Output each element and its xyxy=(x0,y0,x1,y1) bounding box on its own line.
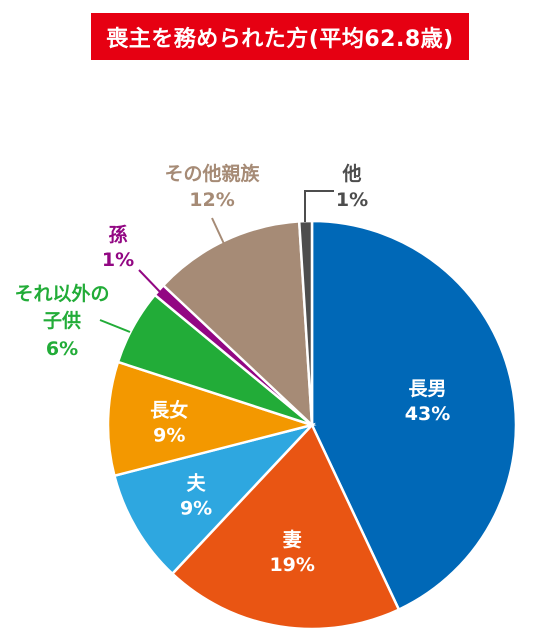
pie-slice xyxy=(170,422,401,631)
pie-slice xyxy=(161,220,314,429)
leader-line xyxy=(211,217,226,247)
slice-label: 1% xyxy=(102,249,134,271)
slice-label: 9% xyxy=(153,425,185,447)
slice-label: 孫 xyxy=(108,223,127,246)
chart-title: 喪主を務められた方(平均62.8歳) xyxy=(91,13,469,60)
pie-slice xyxy=(106,360,317,478)
slice-label: それ以外の xyxy=(14,282,109,305)
slice-label: 夫 xyxy=(187,473,207,495)
slice-label: 子供 xyxy=(43,309,81,332)
slice-label: 9% xyxy=(180,498,212,520)
slice-label: 43% xyxy=(405,403,450,425)
slice-label: 長女 xyxy=(150,399,188,422)
slice-label: 妻 xyxy=(283,528,302,551)
slice-label: 他 xyxy=(341,162,361,185)
pie-slice xyxy=(112,422,316,576)
slice-label: 長男 xyxy=(408,378,446,400)
pie-slice xyxy=(310,219,518,612)
slice-label: 12% xyxy=(189,189,234,211)
leader-line xyxy=(99,319,131,333)
leader-line xyxy=(138,269,163,295)
leader-line xyxy=(304,190,334,222)
slice-label: 19% xyxy=(269,554,314,576)
slice-label: その他親族 xyxy=(164,162,260,185)
slice-label: 6% xyxy=(46,338,78,360)
slice-label: 1% xyxy=(336,189,368,211)
